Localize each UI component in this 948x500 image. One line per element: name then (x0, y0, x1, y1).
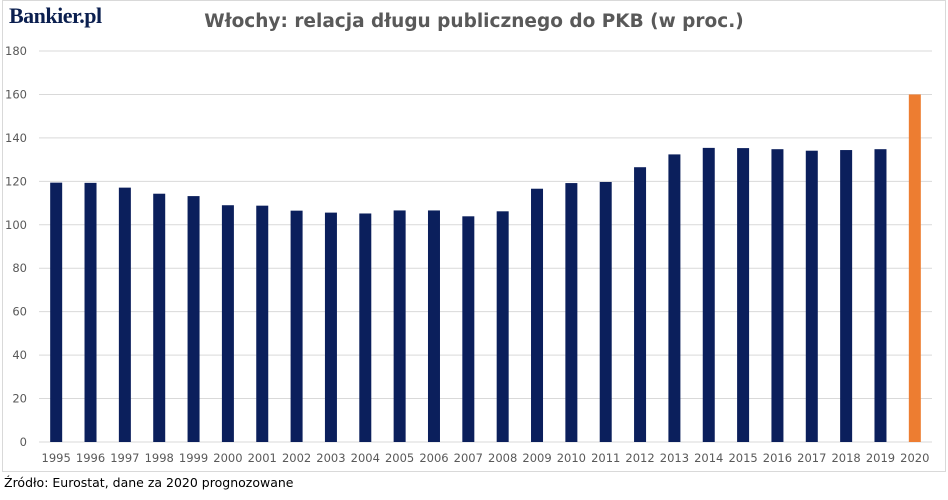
x-tick-label: 2019 (866, 451, 895, 465)
x-tick-label: 2018 (831, 451, 860, 465)
bar-2010 (565, 183, 578, 442)
x-tick-label: 1999 (179, 451, 208, 465)
y-tick-label: 80 (12, 261, 27, 275)
y-tick-label: 100 (5, 218, 27, 232)
bar-1998 (153, 193, 166, 442)
y-tick-label: 60 (12, 305, 27, 319)
x-tick-label: 2011 (591, 451, 620, 465)
chart-title: Włochy: relacja długu publicznego do PKB… (204, 11, 744, 32)
bars (50, 94, 921, 443)
x-tick-label: 2017 (797, 451, 826, 465)
y-tick-label: 20 (12, 392, 27, 406)
bar-1995 (50, 182, 63, 443)
y-tick-label: 40 (12, 348, 27, 362)
x-tick-label: 1998 (145, 451, 174, 465)
x-tick-label: 1997 (110, 451, 139, 465)
bar-1996 (84, 182, 97, 442)
bar-2014 (702, 147, 715, 442)
x-tick-label: 2007 (454, 451, 483, 465)
x-tick-label: 2006 (419, 451, 448, 465)
x-tick-label: 2000 (213, 451, 242, 465)
source-note: Źródło: Eurostat, dane za 2020 prognozow… (4, 475, 294, 490)
bar-2003 (324, 212, 337, 442)
bar-2011 (599, 181, 612, 443)
y-tick-label: 120 (5, 174, 27, 188)
y-tick-label: 140 (5, 131, 27, 145)
bar-2009 (531, 188, 544, 442)
bar-2001 (256, 205, 269, 442)
x-tick-label: 2014 (694, 451, 723, 465)
x-tick-label: 2005 (385, 451, 414, 465)
y-tick-label: 0 (20, 435, 27, 449)
bar-1999 (187, 196, 200, 442)
x-tick-label: 2003 (316, 451, 345, 465)
x-tick-label: 2020 (900, 451, 929, 465)
bar-2006 (427, 210, 440, 442)
bar-2015 (737, 148, 750, 442)
x-tick-label: 2001 (248, 451, 277, 465)
bar-1997 (118, 187, 131, 442)
x-tick-label: 1996 (76, 451, 105, 465)
y-axis-ticks: 0 20 40 60 80 100 120 140 160 180 (5, 44, 27, 449)
x-tick-label: 2015 (728, 451, 757, 465)
x-tick-label: 2012 (625, 451, 654, 465)
bar-2007 (462, 216, 475, 442)
x-tick-label: 1995 (42, 451, 71, 465)
x-axis-ticks: 1995 1996 1997 1998 1999 2000 2001 2002 2003 2004… (42, 451, 930, 465)
x-tick-label: 2013 (660, 451, 689, 465)
bankier-logo: Bankier.pl (9, 3, 102, 28)
bar-2016 (771, 149, 784, 442)
x-tick-label: 2002 (282, 451, 311, 465)
bar-2008 (496, 211, 509, 442)
bar-2017 (805, 150, 818, 442)
x-tick-label: 2016 (763, 451, 792, 465)
bar-2012 (634, 167, 647, 443)
y-tick-label: 180 (5, 44, 27, 58)
bar-2013 (668, 154, 681, 443)
gridlines (39, 50, 932, 443)
x-tick-label: 2008 (488, 451, 517, 465)
bar-2005 (393, 210, 406, 442)
y-tick-label: 160 (5, 87, 27, 101)
bar-2020 (908, 94, 921, 442)
bar-2002 (290, 210, 303, 442)
bar-2000 (221, 205, 234, 442)
bar-2004 (359, 213, 372, 442)
x-tick-label: 2009 (522, 451, 551, 465)
bar-2018 (840, 150, 853, 442)
x-tick-label: 2010 (557, 451, 586, 465)
x-tick-label: 2004 (351, 451, 380, 465)
bar-2019 (874, 149, 887, 442)
